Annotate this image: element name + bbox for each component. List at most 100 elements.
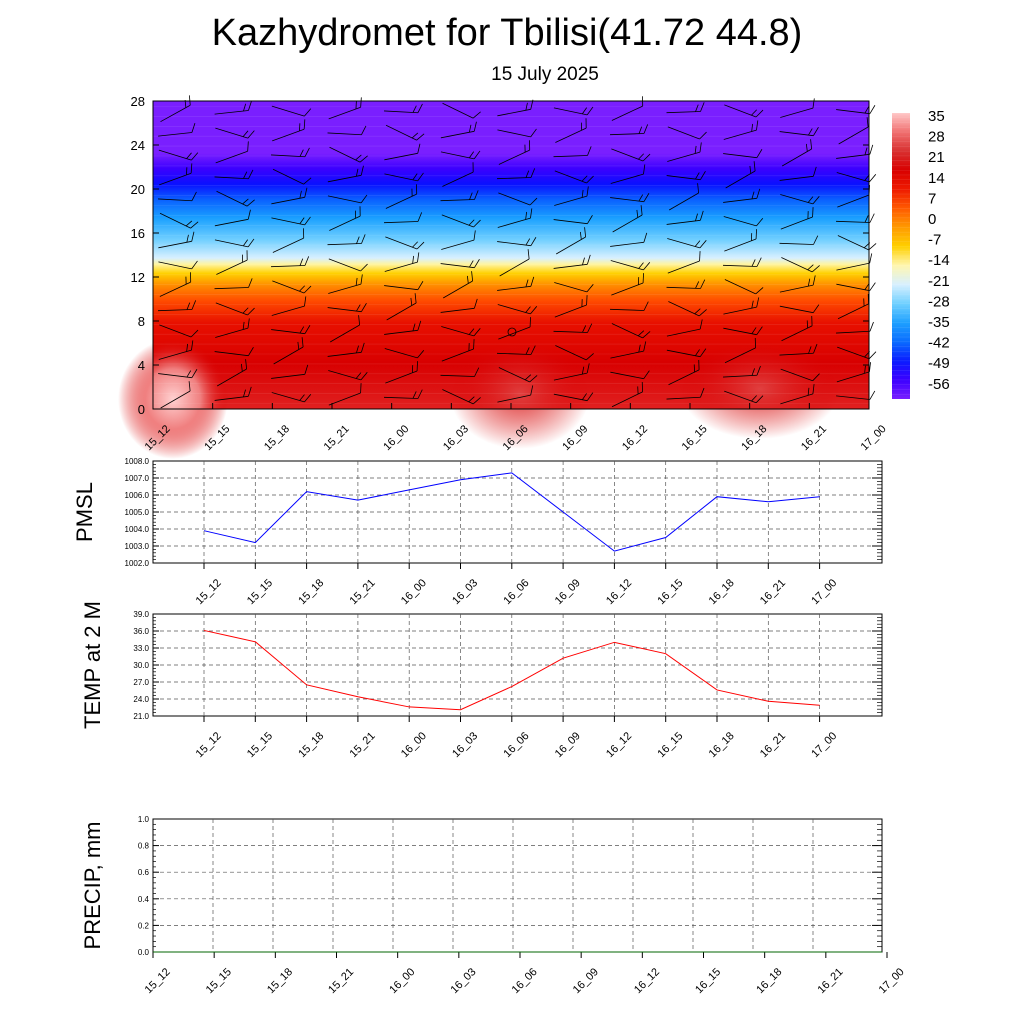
y-tick-label: 0.0 bbox=[138, 948, 150, 957]
wind-barb bbox=[440, 150, 481, 160]
wind-barb bbox=[159, 163, 193, 186]
x-tick-label: 15_15 bbox=[245, 577, 275, 607]
wind-barb bbox=[838, 117, 869, 145]
wind-barb bbox=[385, 124, 425, 141]
y-tick-label: 12 bbox=[131, 270, 145, 285]
wind-barb bbox=[836, 390, 876, 400]
wind-barb bbox=[724, 390, 764, 404]
wind-barb bbox=[723, 326, 763, 336]
wind-barb bbox=[780, 207, 814, 230]
wind-barb bbox=[270, 256, 310, 268]
wind-barb bbox=[159, 272, 192, 297]
x-tick-label: 15_12 bbox=[143, 966, 173, 996]
colorbar-tick-label: 28 bbox=[928, 129, 945, 146]
wind-barb bbox=[610, 260, 651, 271]
y-axis-label: PMSL bbox=[72, 482, 97, 542]
wind-barb bbox=[836, 253, 873, 271]
colorbar-tick-label: -21 bbox=[928, 273, 950, 290]
y-tick-label: 1003.0 bbox=[125, 542, 150, 551]
wind-barb bbox=[497, 276, 535, 291]
wind-barb bbox=[440, 190, 479, 202]
wind-barb bbox=[215, 302, 255, 316]
temp-panel: 21.0 24.0 27.0 30.0 33.0 36.0 39.0 15_12 15_15 15… bbox=[80, 601, 883, 760]
wind-barb bbox=[273, 337, 304, 365]
colorbar-tick-label: -35 bbox=[928, 314, 950, 331]
wind-barb bbox=[610, 341, 647, 359]
wind-barb bbox=[442, 389, 481, 405]
colorbar-tick-label: -42 bbox=[928, 335, 950, 352]
wind-barb bbox=[329, 206, 361, 231]
x-tick-label: 16_18 bbox=[707, 730, 737, 760]
wind-barb bbox=[441, 326, 481, 337]
y-tick-label: 24 bbox=[131, 138, 145, 153]
wind-barb bbox=[327, 342, 365, 357]
wind-barb bbox=[666, 348, 707, 358]
wind-barb bbox=[327, 165, 364, 183]
wind-barb bbox=[385, 184, 418, 209]
panel-frame bbox=[152, 818, 883, 953]
wind-barb bbox=[611, 273, 644, 296]
wind-barb bbox=[779, 304, 820, 314]
wind-barb bbox=[158, 340, 194, 360]
wind-barb bbox=[159, 324, 199, 338]
x-tick-label: 17_00 bbox=[859, 423, 889, 453]
colorbar-tick-label: -7 bbox=[928, 232, 941, 249]
wind-barb bbox=[271, 216, 311, 226]
y-tick-label: 21.0 bbox=[133, 712, 149, 721]
wind-barb bbox=[723, 216, 764, 227]
wind-barb bbox=[272, 168, 312, 185]
wind-barb bbox=[555, 227, 587, 255]
wind-barb bbox=[554, 170, 594, 184]
wind-barb bbox=[724, 279, 764, 295]
x-tick-label: 16_12 bbox=[604, 730, 634, 760]
wind-barb bbox=[611, 148, 651, 162]
wind-barb bbox=[836, 362, 871, 383]
y-tick-label: 1002.0 bbox=[125, 559, 150, 568]
wind-barb bbox=[214, 101, 252, 115]
y-tick-label: 1004.0 bbox=[125, 525, 150, 534]
wind-barb bbox=[553, 146, 592, 158]
wind-barb bbox=[836, 144, 874, 159]
wind-barb bbox=[216, 359, 248, 387]
y-tick-label: 24.0 bbox=[133, 695, 149, 704]
wind-barb bbox=[328, 370, 368, 381]
wind-barb bbox=[498, 140, 531, 165]
wind-barb bbox=[271, 296, 307, 316]
x-tick-label: 15_18 bbox=[265, 966, 295, 996]
colorbar: 35 28 21 14 7 0 -7 -14 -21 -28 -35 -42 -49 -56 bbox=[892, 108, 950, 399]
wind-barb bbox=[327, 234, 366, 246]
x-tick-label: 16_12 bbox=[632, 966, 662, 996]
wind-barb bbox=[498, 317, 531, 340]
wind-barb bbox=[835, 213, 875, 223]
wind-barb bbox=[327, 194, 368, 204]
x-tick-label: 16_00 bbox=[387, 966, 417, 996]
wind-barb bbox=[158, 149, 199, 161]
wind-barb bbox=[441, 339, 475, 362]
x-tick-label: 16_03 bbox=[450, 730, 480, 760]
wind-barb bbox=[386, 293, 417, 321]
wind-barb bbox=[441, 230, 476, 250]
wind-barb bbox=[384, 252, 420, 272]
x-tick-label: 16_15 bbox=[655, 577, 685, 607]
wind-barb bbox=[554, 186, 589, 206]
wind-barb bbox=[554, 295, 588, 318]
x-tick-label: 16_12 bbox=[620, 423, 650, 453]
x-tick-label: 17_00 bbox=[809, 577, 839, 607]
wind-barb bbox=[272, 228, 305, 253]
wind-barb bbox=[214, 278, 253, 290]
x-tick-label: 16_12 bbox=[604, 577, 634, 607]
wind-barb bbox=[722, 257, 762, 267]
wind-barb bbox=[723, 297, 760, 315]
y-axis-label: PRECIP, mm bbox=[80, 822, 105, 950]
wind-barb bbox=[667, 238, 707, 249]
x-tick-label: 15_15 bbox=[245, 730, 275, 760]
heatmap-warm-spot bbox=[680, 339, 840, 439]
y-tick-label: 8 bbox=[138, 314, 145, 329]
y-tick-label: 1005.0 bbox=[125, 508, 150, 517]
wind-barb bbox=[271, 364, 309, 379]
wind-barb bbox=[553, 254, 591, 269]
x-tick-label: 15_15 bbox=[204, 966, 234, 996]
x-tick-label: 16_15 bbox=[655, 730, 685, 760]
wind-barb bbox=[553, 215, 593, 225]
